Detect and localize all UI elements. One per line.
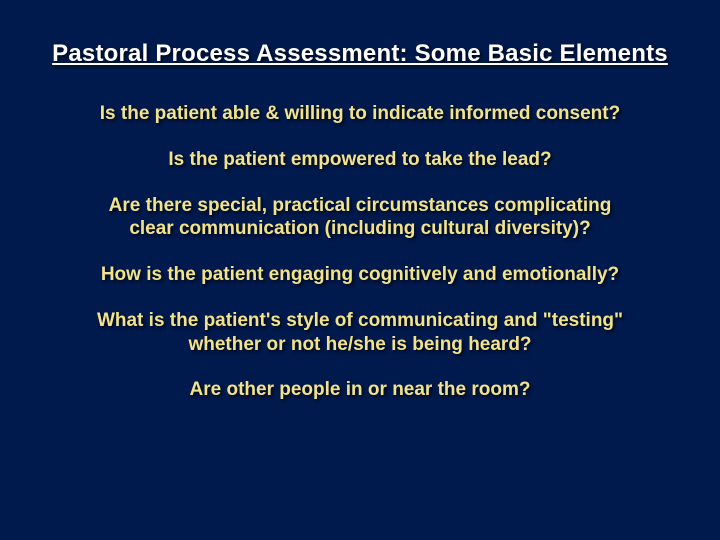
slide: Pastoral Process Assessment: Some Basic … xyxy=(0,0,720,540)
slide-title: Pastoral Process Assessment: Some Basic … xyxy=(52,40,668,68)
bullet-item: Is the patient able & willing to indicat… xyxy=(92,102,628,126)
bullet-item: Is the patient empowered to take the lea… xyxy=(92,148,628,172)
bullet-list: Is the patient able & willing to indicat… xyxy=(52,102,668,402)
bullet-item: Are there special, practical circumstanc… xyxy=(92,194,628,242)
bullet-item: Are other people in or near the room? xyxy=(92,378,628,402)
bullet-item: How is the patient engaging cognitively … xyxy=(92,263,628,287)
bullet-item: What is the patient's style of communica… xyxy=(92,309,628,357)
